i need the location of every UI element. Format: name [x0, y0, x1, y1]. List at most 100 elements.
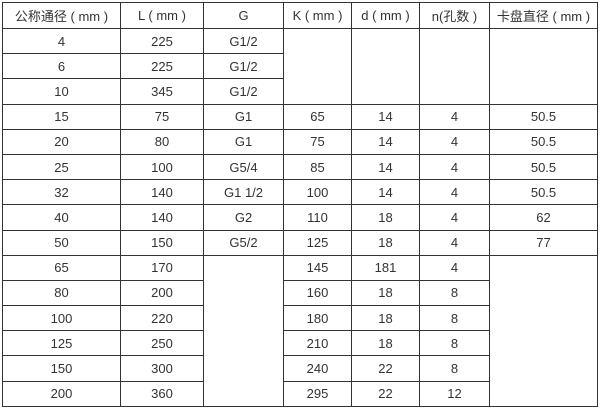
table-cell: 210 [283, 330, 352, 357]
table-cell [351, 28, 420, 105]
table-cell: 140 [120, 204, 204, 231]
table-cell: 14 [351, 179, 420, 206]
table-cell: G1/2 [203, 78, 284, 105]
table-cell: 65 [283, 103, 352, 130]
table-cell: 80 [120, 128, 204, 155]
table-cell: 12 [419, 380, 490, 408]
table-cell [419, 28, 490, 105]
table-cell: G1 [203, 103, 284, 130]
table-cell: G1 1/2 [203, 179, 284, 206]
table-cell: 4 [419, 254, 490, 281]
table-cell: 225 [120, 27, 204, 55]
table-cell: 4 [2, 27, 121, 55]
table-cell: 180 [283, 305, 352, 332]
table-cell: G1/2 [203, 53, 284, 80]
table-cell: 4 [419, 153, 490, 181]
table-cell: 140 [120, 179, 204, 206]
table-cell: 300 [120, 355, 204, 382]
table-cell: 15 [2, 103, 121, 130]
table-cell: 14 [351, 153, 420, 181]
table-row: 15 75 G1 65 14 4 50.5 [2, 103, 598, 130]
table-row: 50 150 G5/2 125 18 4 77 [2, 229, 598, 256]
table-cell: 4 [419, 103, 490, 130]
table-cell: 145 [283, 254, 352, 281]
table-row: 80 200 160 18 8 [2, 279, 598, 307]
table-row: 40 140 G2 110 18 4 62 [2, 204, 598, 231]
table-cell: 10 [2, 78, 121, 105]
table-cell: 18 [351, 279, 420, 307]
header-row: 公称通径 ( mm ) L ( mm ) G K ( mm ) d ( mm ) n(孔数… [2, 2, 598, 29]
table-cell: 8 [419, 355, 490, 382]
table-cell: 62 [489, 204, 598, 231]
table-cell [203, 254, 284, 408]
table-cell: 75 [283, 128, 352, 155]
table-cell: 77 [489, 229, 598, 256]
column-header: G [203, 2, 284, 29]
table-cell: 32 [2, 179, 121, 206]
table-row: 4 225 G1/2 [2, 27, 598, 105]
table-row: 25 100 G5/4 85 14 4 50.5 [2, 153, 598, 181]
table-cell: 4 [419, 179, 490, 206]
table-cell: 100 [283, 179, 352, 206]
table-cell [489, 254, 598, 408]
table-cell: 6 [2, 53, 121, 80]
table-cell: 75 [120, 103, 204, 130]
table-cell: 345 [120, 78, 204, 105]
table-cell: 18 [351, 305, 420, 332]
table-cell: 50 [2, 229, 121, 256]
table-cell: 200 [2, 380, 121, 408]
table-cell: 50.5 [489, 179, 598, 206]
table-cell: 8 [419, 279, 490, 307]
table-row: 65 170 145 181 4 [2, 254, 598, 408]
table-cell: 125 [283, 229, 352, 256]
table-cell: 225 [120, 53, 204, 80]
table-cell: 65 [2, 254, 121, 281]
table-cell: G1/2 [203, 27, 284, 55]
table-cell: 250 [120, 330, 204, 357]
table-cell: 50.5 [489, 153, 598, 181]
table-cell: 50.5 [489, 103, 598, 130]
column-header: K ( mm ) [283, 2, 352, 29]
table-cell: 100 [2, 305, 121, 332]
table-cell: 110 [283, 204, 352, 231]
table-cell: G5/4 [203, 153, 284, 181]
table-cell: 170 [120, 254, 204, 281]
table-cell: 295 [283, 380, 352, 408]
table-cell: G2 [203, 204, 284, 231]
table-cell: 22 [351, 380, 420, 408]
table-row: 32 140 G1 1/2 100 14 4 50.5 [2, 179, 598, 206]
table-cell: 50.5 [489, 128, 598, 155]
table-row: 20 80 G1 75 14 4 50.5 [2, 128, 598, 155]
column-header: L ( mm ) [120, 2, 204, 29]
table-cell: 360 [120, 380, 204, 408]
table-cell: 150 [120, 229, 204, 256]
table-cell [489, 28, 598, 105]
table-cell: 80 [2, 279, 121, 307]
table-cell: 85 [283, 153, 352, 181]
column-header: 卡盘直径 ( mm ) [489, 2, 598, 29]
table-cell: 160 [283, 279, 352, 307]
column-header: d ( mm ) [351, 2, 420, 29]
column-header: n(孔数 ) [419, 2, 490, 29]
table-cell: 4 [419, 204, 490, 231]
table-cell: 22 [351, 355, 420, 382]
table-cell: 8 [419, 305, 490, 332]
table-cell: 150 [2, 355, 121, 382]
table-cell [283, 28, 352, 105]
table-cell: 40 [2, 204, 121, 231]
table-cell: 220 [120, 305, 204, 332]
spec-table-body: 4 225 G1/2 6 225 G1/2 10 345 G1/2 15 75 G1 65 14 4 50.5… [2, 27, 598, 408]
table-cell: 4 [419, 128, 490, 155]
table-cell: 200 [120, 279, 204, 307]
table-cell: 181 [351, 254, 420, 281]
table-cell: 20 [2, 128, 121, 155]
table-cell: 125 [2, 330, 121, 357]
table-row: 200 360 295 22 12 [2, 380, 598, 408]
spec-table: 公称通径 ( mm ) L ( mm ) G K ( mm ) d ( mm ) n(孔数… [2, 2, 598, 408]
table-cell: G5/2 [203, 229, 284, 256]
table-cell: 14 [351, 128, 420, 155]
table-cell: 100 [120, 153, 204, 181]
column-header: 公称通径 ( mm ) [2, 2, 121, 29]
table-cell: G1 [203, 128, 284, 155]
table-row: 150 300 240 22 8 [2, 355, 598, 382]
